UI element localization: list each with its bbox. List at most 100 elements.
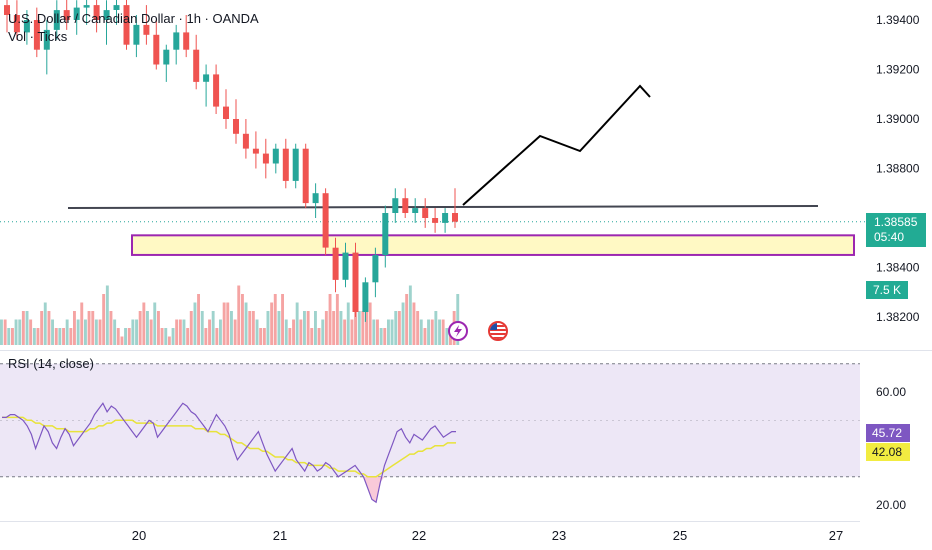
volume-bar: [102, 294, 106, 345]
volume-bar: [438, 319, 441, 345]
bar-countdown: 05:40: [874, 230, 905, 244]
volume-bar: [131, 319, 135, 345]
candle-body: [372, 255, 379, 283]
price-tick-label: 1.39200: [876, 63, 920, 77]
volume-bar: [65, 319, 69, 345]
volume-bar: [105, 285, 109, 345]
time-tick-label: 22: [412, 528, 426, 543]
volume-bar: [51, 319, 54, 345]
candle-body: [242, 133, 249, 149]
volume-legend[interactable]: Vol · Ticks: [8, 29, 68, 44]
support-zone-rectangle: [131, 234, 855, 256]
volume-bar: [189, 311, 193, 345]
volume-bar: [303, 311, 306, 345]
volume-bar: [222, 302, 226, 345]
volume-bar: [182, 319, 186, 345]
candle-body: [272, 148, 279, 164]
volume-bar: [387, 319, 390, 345]
volume-bar: [346, 302, 350, 345]
volume-bar: [376, 319, 379, 345]
volume-bar: [251, 311, 255, 345]
volume-bar: [25, 311, 29, 345]
volume-bar: [419, 319, 423, 345]
volume-bar: [321, 319, 325, 345]
volume-bar: [390, 319, 394, 345]
volume-bar: [120, 336, 124, 345]
candle-body: [342, 252, 349, 280]
volume-bar: [18, 319, 22, 345]
volume-bar: [219, 319, 222, 345]
volume-bar: [394, 311, 398, 345]
symbol-title[interactable]: U.S. Dollar / Canadian Dollar · 1h · OAN…: [8, 11, 259, 26]
volume-bar: [401, 302, 405, 345]
volume-bar: [430, 319, 434, 345]
volume-bar: [80, 302, 84, 345]
lightning-event-icon[interactable]: [448, 321, 468, 341]
volume-bar: [357, 311, 361, 345]
candle-body: [33, 20, 40, 50]
volume-bar: [262, 328, 266, 345]
volume-bar: [248, 311, 252, 345]
volume-bar: [73, 311, 76, 345]
rsi-legend[interactable]: RSI (14, close): [8, 356, 94, 371]
volume-bar: [146, 311, 149, 345]
volume-bar: [127, 328, 131, 345]
candle-body: [442, 213, 449, 223]
volume-bar: [153, 302, 157, 345]
candle-body: [302, 148, 309, 204]
volume-bar: [58, 328, 62, 345]
volume-bar: [69, 328, 73, 345]
volume-bar: [408, 285, 412, 345]
volume-bar: [295, 302, 299, 345]
volume-bar: [244, 302, 248, 345]
volume-bar: [317, 328, 321, 345]
rsi-ma-badge: 42.08: [866, 443, 910, 461]
us-flag-event-icon[interactable]: [488, 321, 508, 341]
chart-legend: U.S. Dollar / Canadian Dollar · 1h · OAN…: [8, 10, 259, 46]
candle-body: [422, 208, 429, 218]
candle-body: [312, 193, 319, 204]
volume-bar: [91, 311, 95, 345]
volume-bar: [350, 319, 354, 345]
candle-body: [153, 34, 160, 65]
volume-bar: [368, 302, 372, 345]
volume-bar: [160, 328, 164, 345]
volume-bar: [32, 328, 36, 345]
time-tick-label: 27: [829, 528, 843, 543]
price-tick-label: 1.39400: [876, 13, 920, 27]
time-tick-label: 25: [673, 528, 687, 543]
volume-bar: [456, 294, 460, 345]
volume-bar: [197, 294, 200, 345]
candle-body: [193, 49, 200, 82]
candle-body: [392, 198, 399, 213]
volume-bar: [47, 311, 51, 345]
rsi-value-badge: 45.72: [866, 424, 910, 442]
volume-bar: [142, 302, 146, 345]
candle-body: [262, 153, 269, 164]
time-tick-label: 21: [273, 528, 287, 543]
volume-bar: [164, 328, 168, 345]
volume-bar: [0, 319, 3, 345]
candle-body: [332, 247, 339, 280]
volume-bar: [87, 311, 91, 345]
volume-bar: [40, 311, 44, 345]
candle-body: [83, 5, 90, 8]
rsi-band-background: [0, 363, 860, 477]
volume-bar: [62, 328, 65, 345]
volume-bar: [335, 294, 339, 345]
volume-bar: [200, 311, 204, 345]
volume-bar: [21, 311, 25, 345]
volume-bar: [94, 319, 98, 345]
volume-bar: [98, 319, 102, 345]
candle-body: [133, 24, 140, 45]
candle-body: [252, 148, 259, 154]
volume-bar: [84, 319, 87, 345]
candle-body: [183, 32, 190, 50]
volume-bar: [314, 311, 317, 345]
volume-bar: [270, 302, 274, 345]
volume-bar: [109, 311, 113, 345]
volume-bar: [226, 302, 230, 345]
volume-bar: [124, 328, 127, 345]
candle-body: [113, 5, 120, 10]
